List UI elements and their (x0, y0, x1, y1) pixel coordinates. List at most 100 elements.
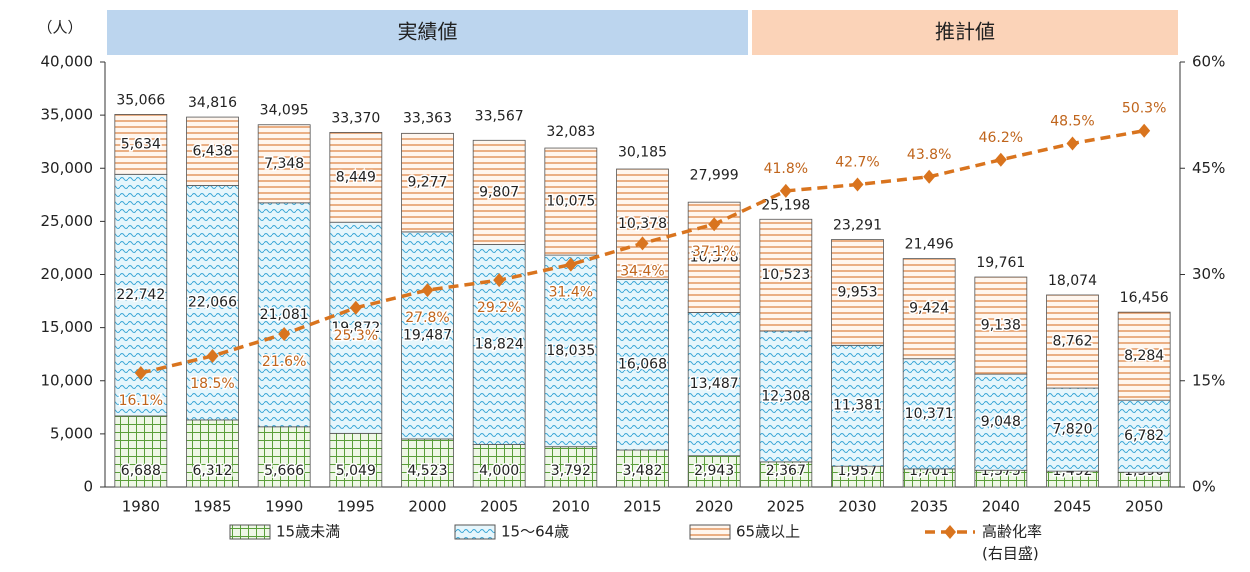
period-band (107, 10, 748, 55)
legend-label: 15～64歳 (501, 523, 569, 541)
x-tick-label: 2020 (695, 498, 733, 516)
value-label: 9,953 (837, 284, 877, 300)
bar-segment (687, 455, 741, 488)
total-label: 23,291 (833, 218, 882, 234)
value-label: 2,943 (694, 463, 734, 479)
bar-segment (472, 444, 526, 488)
value-label: 7,820 (1052, 422, 1092, 438)
total-label: 30,185 (618, 144, 667, 160)
y-tick-label: 10,000 (41, 371, 94, 389)
legend-swatch (229, 524, 271, 540)
value-label: 10,378 (618, 216, 667, 232)
x-tick-label: 2015 (623, 498, 661, 516)
y-tick-label: 30,000 (41, 159, 94, 177)
value-label: 10,378 (690, 249, 739, 265)
value-label: 3,482 (622, 463, 662, 479)
bar-segment (1046, 294, 1099, 389)
rate-label: 46.2% (979, 130, 1023, 146)
value-label: 12,308 (761, 388, 810, 404)
value-label: 6,438 (192, 143, 232, 159)
bar-segment (401, 438, 454, 488)
value-label: 4,000 (479, 463, 519, 479)
y-tick-label: 25,000 (41, 212, 94, 230)
rate-marker (349, 300, 362, 315)
value-label: 19,872 (331, 320, 380, 336)
x-tick-label: 2035 (910, 498, 948, 516)
x-tick-label: 1985 (193, 498, 231, 516)
value-label: 9,048 (981, 414, 1021, 430)
value-label: 8,762 (1052, 334, 1092, 350)
x-tick-label: 1995 (337, 498, 375, 516)
x-tick-label: 2040 (982, 498, 1020, 516)
total-label: 34,816 (188, 95, 237, 111)
bar-segment (759, 218, 813, 332)
rate-marker (278, 327, 291, 341)
y2-tick-label: 15% (1192, 371, 1225, 389)
bar-segment (616, 449, 669, 488)
x-tick-label: 1990 (265, 498, 303, 516)
value-label: 3,792 (551, 463, 591, 479)
bar-segment (902, 258, 956, 360)
value-label: 5,666 (264, 463, 304, 479)
period-label: 実績値 (398, 20, 458, 44)
value-label: 21,081 (260, 307, 309, 323)
rate-label: 21.6% (262, 354, 306, 370)
legend-note: (右目盛) (982, 545, 1039, 563)
rate-marker (636, 236, 649, 251)
x-tick-label: 2050 (1125, 498, 1163, 516)
value-label: 8,449 (336, 169, 376, 185)
total-label: 19,761 (976, 255, 1025, 271)
value-label: 16,068 (618, 357, 667, 373)
rate-label: 42.7% (835, 155, 879, 171)
bar-segment (544, 254, 598, 448)
bar-segment (1117, 311, 1171, 401)
legend-marker (944, 525, 956, 539)
rate-marker (779, 183, 792, 198)
bar-segment (544, 147, 598, 256)
value-label: 18,035 (546, 343, 595, 359)
y2-tick-label: 0% (1192, 478, 1216, 496)
total-label: 25,198 (761, 197, 810, 213)
legend-swatch (454, 524, 496, 540)
value-label: 10,075 (546, 194, 595, 210)
bar-segment (831, 344, 884, 467)
value-label: 22,742 (116, 287, 165, 303)
total-label: 34,095 (260, 103, 309, 119)
bar-segment (186, 116, 239, 186)
rate-marker (1138, 123, 1151, 138)
total-label: 21,496 (905, 237, 954, 253)
rate-marker (206, 348, 219, 363)
bar-segment (616, 168, 669, 280)
rate-marker (564, 257, 577, 272)
legend-label: 65歳以上 (736, 523, 800, 541)
y2-tick-label: 30% (1192, 265, 1225, 283)
bar-segment (831, 239, 884, 346)
y-tick-label: 20,000 (41, 265, 94, 283)
x-tick-label: 2030 (838, 498, 876, 516)
bar-segment (257, 202, 311, 428)
value-label: 6,688 (121, 463, 161, 479)
rate-marker (994, 152, 1007, 167)
y2-tick-label: 60% (1192, 53, 1225, 71)
value-label: 18,824 (475, 336, 524, 352)
rate-label: 43.8% (907, 147, 951, 163)
x-tick-label: 2000 (408, 498, 446, 516)
bar-segment (974, 276, 1028, 375)
bar-segment (114, 114, 168, 175)
rate-marker (1066, 136, 1079, 151)
bar-segment (257, 124, 311, 204)
bar-segment (616, 278, 669, 451)
period-band (752, 10, 1178, 55)
bar-segment (186, 419, 239, 488)
y-tick-label: 0 (83, 478, 93, 496)
bar-segment (329, 432, 383, 488)
value-label: 22,066 (188, 295, 237, 311)
x-tick-label: 1980 (122, 498, 160, 516)
bar-segment (1117, 399, 1171, 473)
value-label: 7,348 (264, 156, 304, 172)
rate-marker (421, 283, 434, 298)
value-label: 13,487 (690, 376, 739, 392)
rate-label: 41.8% (764, 161, 808, 177)
bar-segment (472, 139, 526, 245)
